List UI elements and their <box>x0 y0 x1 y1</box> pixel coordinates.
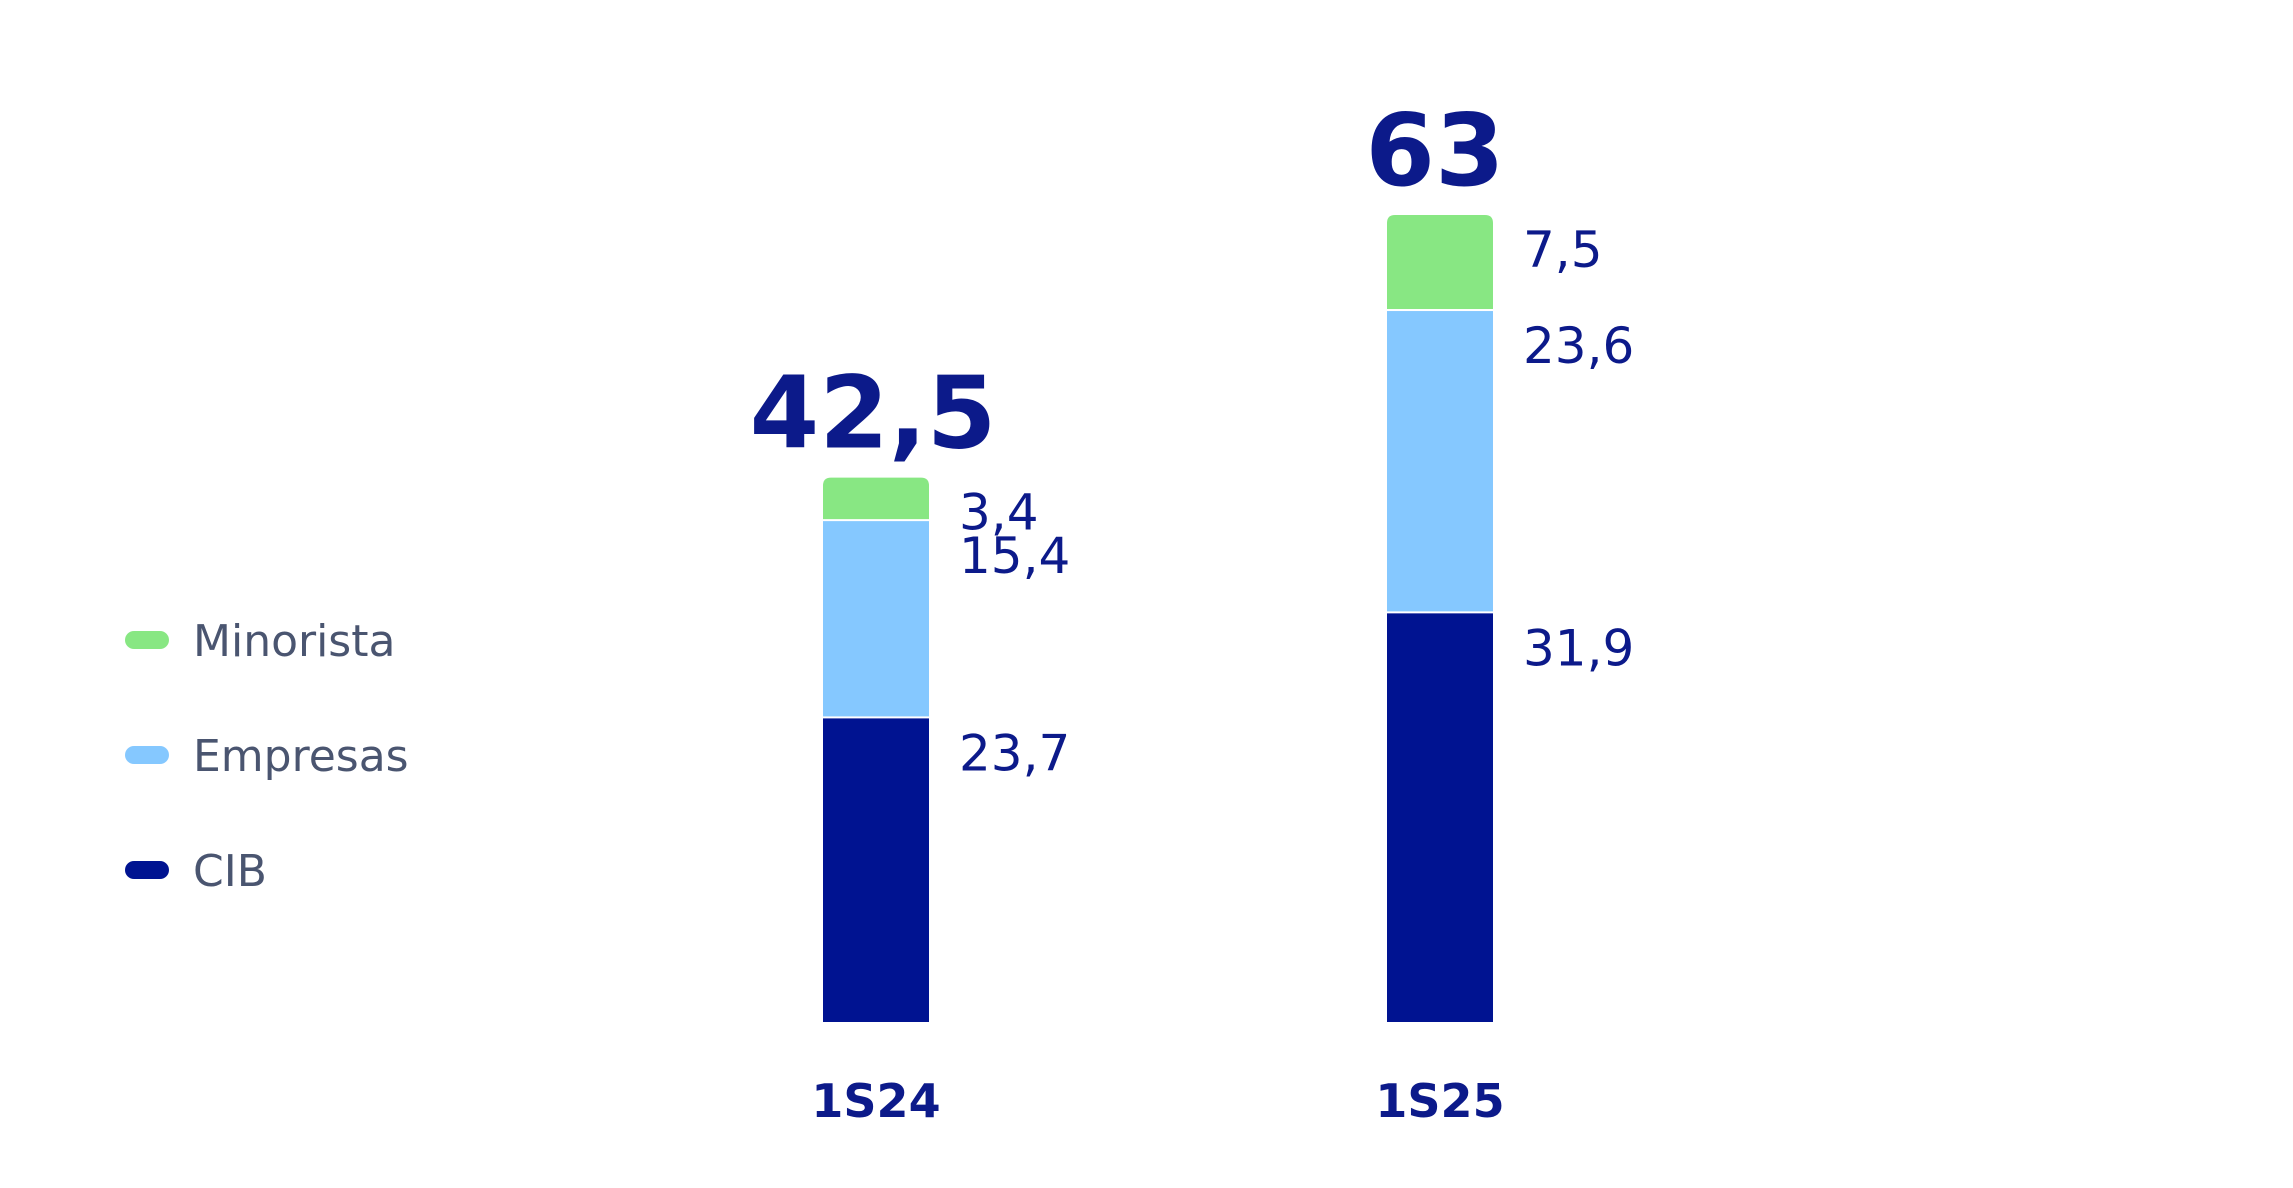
value-label-cib-1s24: 23,7 <box>959 724 1070 782</box>
legend-label-cib: CIB <box>193 846 267 897</box>
legend-swatch-cib <box>125 861 169 879</box>
category-label-1s24: 1S24 <box>811 1074 940 1128</box>
value-label-empresas-1s25: 23,6 <box>1523 317 1634 375</box>
bar-minorista-1s25 <box>1387 214 1493 310</box>
legend-swatch-empresas <box>125 746 169 764</box>
bar-cib-1s24 <box>823 718 929 1022</box>
value-label-empresas-1s24: 15,4 <box>959 527 1070 585</box>
bar-minorista-1s24 <box>823 477 929 520</box>
legend: Minorista Empresas CIB <box>125 616 409 897</box>
bar-empresas-1s25 <box>1387 311 1493 612</box>
legend-label-empresas: Empresas <box>193 731 409 782</box>
legend-label-minorista: Minorista <box>193 616 395 667</box>
total-label-1s24: 42,5 <box>750 355 997 472</box>
legend-swatch-minorista <box>125 631 169 649</box>
data-labels: 23,7 15,43,4 42,5 1S24 31,9 23,6 7,5 63 1S25 <box>750 92 1635 1128</box>
value-label-minorista-1s25: 7,5 <box>1523 221 1603 279</box>
bar-empresas-1s24 <box>823 521 929 717</box>
bar-cib-1s25 <box>1387 613 1493 1022</box>
category-label-1s25: 1S25 <box>1375 1074 1504 1128</box>
total-label-1s25: 63 <box>1365 92 1504 209</box>
bars <box>823 214 1493 1022</box>
value-label-minorista-1s24: 3,4 <box>959 484 1039 542</box>
value-label-cib-1s25: 31,9 <box>1523 619 1634 677</box>
